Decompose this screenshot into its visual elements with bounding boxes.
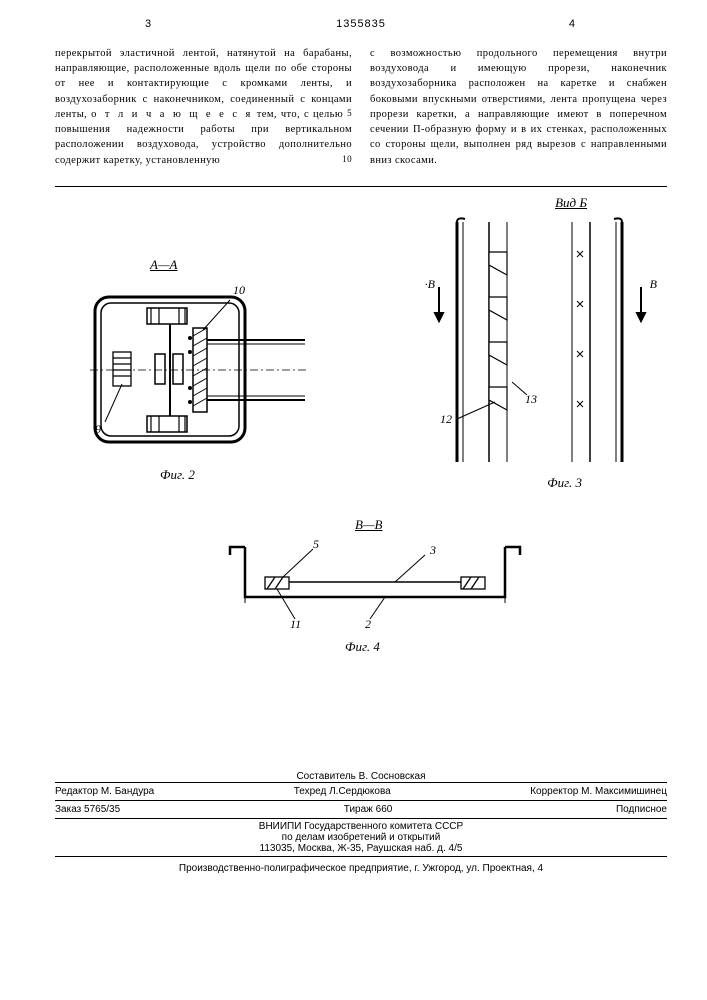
page-number-right: 4 bbox=[569, 18, 577, 30]
org-block: ВНИИПИ Государственного комитета СССР по… bbox=[55, 819, 667, 857]
fig3-section-b-left: ·В bbox=[425, 277, 435, 292]
fig2-callout-9: 9 bbox=[95, 422, 101, 437]
fig4-callout-5: 5 bbox=[313, 537, 319, 552]
sign: Подписное bbox=[616, 804, 667, 815]
fig3-callout-12: 12 bbox=[440, 412, 452, 427]
compiler: Составитель В. Сосновская bbox=[55, 771, 667, 782]
document-number: 1355835 bbox=[336, 18, 386, 30]
figure-3 bbox=[427, 217, 652, 472]
imprint-footer: Составитель В. Сосновская Редактор М. Ба… bbox=[55, 771, 667, 874]
fig3-callout-13: 13 bbox=[525, 392, 537, 407]
fig4-caption: Фиг. 4 bbox=[345, 639, 380, 655]
page-header: 3 1355835 4 bbox=[55, 18, 667, 34]
techred: Техред Л.Сердюкова bbox=[294, 786, 391, 797]
text-columns: перекрытой эластичной лентой, натянутой … bbox=[55, 46, 667, 168]
fig3-section-b-right: В bbox=[650, 277, 657, 292]
col-left-spaced: о т л и ч а ю щ е е с я bbox=[91, 109, 253, 120]
fig2-caption: Фиг. 2 bbox=[160, 467, 195, 483]
printer-line: Производственно-полиграфическое предприя… bbox=[55, 857, 667, 874]
fig4-callout-2: 2 bbox=[365, 617, 371, 632]
figure-2 bbox=[85, 282, 310, 462]
fig2-section-label: А—А bbox=[150, 257, 177, 273]
col-right-text: с возможностью продольного перемещения в… bbox=[370, 48, 667, 166]
line-marker-5: 5 bbox=[347, 107, 352, 120]
line-marker-10: 10 bbox=[342, 153, 352, 166]
fig4-section-label: В—В bbox=[355, 517, 382, 533]
publication-row: Заказ 5765/35 Тираж 660 Подписное bbox=[55, 801, 667, 819]
fig3-view-label: Вид Б bbox=[555, 195, 587, 211]
page-number-left: 3 bbox=[145, 18, 153, 30]
credits-row: Редактор М. Бандура Техред Л.Сердюкова К… bbox=[55, 782, 667, 801]
order-number: Заказ 5765/35 bbox=[55, 804, 120, 815]
column-left: перекрытой эластичной лентой, натянутой … bbox=[55, 46, 352, 168]
editor: Редактор М. Бандура bbox=[55, 786, 154, 797]
figures-area: Вид Б А—А bbox=[55, 186, 667, 767]
fig4-callout-3: 3 bbox=[430, 543, 436, 558]
column-right: с возможностью продольного перемещения в… bbox=[370, 46, 667, 168]
org-addr: 113035, Москва, Ж-35, Раушская наб. д. 4… bbox=[55, 843, 667, 854]
org-line-1: ВНИИПИ Государственного комитета СССР bbox=[55, 821, 667, 832]
patent-page: 3 1355835 4 перекрытой эластичной лентой… bbox=[0, 0, 707, 1000]
tirazh: Тираж 660 bbox=[344, 804, 393, 815]
fig4-callout-11: 11 bbox=[290, 617, 301, 632]
corrector: Корректор М. Максимишинец bbox=[530, 786, 667, 797]
fig3-caption: Фиг. 3 bbox=[547, 475, 582, 491]
org-line-2: по делам изобретений и открытий bbox=[55, 832, 667, 843]
figure-4 bbox=[195, 537, 555, 632]
fig2-callout-10: 10 bbox=[233, 283, 245, 298]
